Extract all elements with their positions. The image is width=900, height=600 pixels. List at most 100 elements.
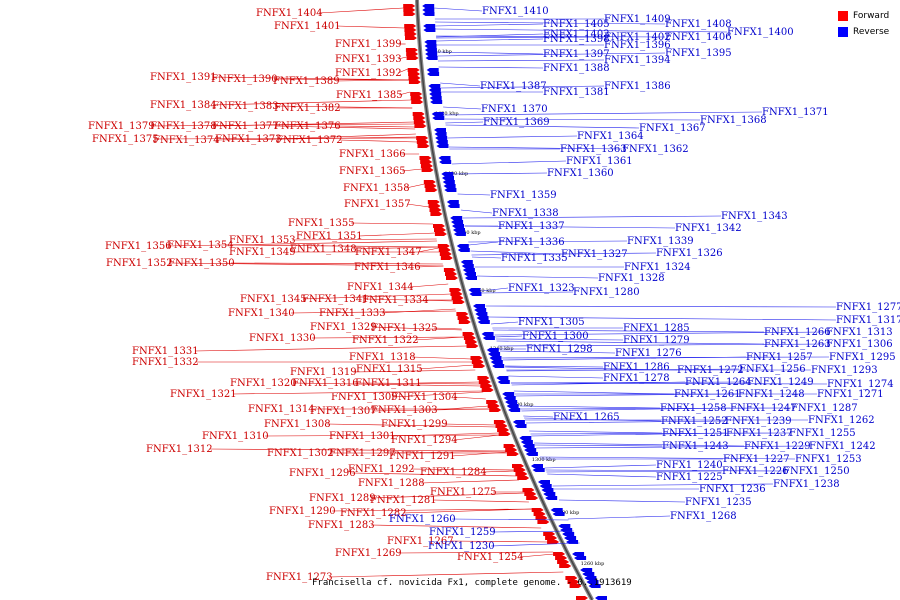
forward-label-connector [411,356,472,360]
forward-gene-arrow [440,256,453,260]
reverse-label-connector [536,445,810,449]
forward-gene-arrow [526,496,539,500]
forward-label-connector [352,246,439,250]
forward-gene-arrow [430,212,443,216]
forward-gene-arrow [537,520,550,524]
forward-gene-label: FNFX1_1282 [340,508,407,519]
reverse-label-connector [534,442,745,447]
reverse-label-connector [460,209,493,214]
legend-reverse: Reverse [838,24,889,40]
forward-label-connector [372,408,490,412]
reverse-gene-arrow [531,464,543,468]
reverse-gene-arrow [425,52,438,56]
reverse-gene-label: FNFX1_1381 [543,87,610,98]
forward-gene-label: FNFX1_1291 [389,451,456,462]
reverse-label-connector [471,252,657,256]
reverse-label-connector [457,193,491,196]
reverse-gene-label: FNFX1_1260 [389,514,456,525]
reverse-gene-label: FNFX1_1363 [560,144,627,155]
reverse-gene-label: FNFX1_1271 [817,389,884,400]
reverse-label-connector [444,111,763,116]
reverse-label-connector [490,542,580,547]
forward-gene-arrow [408,72,421,76]
reverse-label-connector [440,85,605,89]
reverse-gene-label: FNFX1_1327 [561,249,628,260]
reverse-label-connector [476,275,599,279]
reverse-gene-label: FNFX1_1287 [791,403,858,414]
forward-gene-arrow [487,404,500,408]
forward-label-connector [482,470,516,473]
reverse-gene-label: FNFX1_1398 [543,34,610,45]
reverse-gene-arrow [464,272,476,276]
reverse-gene-label: FNFX1_1359 [490,190,557,201]
forward-gene-label: FNFX1_1377 [212,121,279,132]
reverse-gene-label: FNFX1_1338 [492,208,559,219]
genome-backbone [416,0,593,600]
forward-gene-arrow [559,564,572,568]
reverse-gene-arrow [503,396,516,400]
forward-label-connector [335,79,409,82]
forward-label-connector [350,222,434,225]
reverse-gene-label: FNFX1_1368 [700,115,767,126]
forward-label-connector [358,232,436,237]
reverse-label-connector [481,291,574,294]
reverse-gene-label: FNFX1_1225 [656,472,723,483]
reverse-gene-arrow [434,132,447,136]
forward-gene-arrow [420,160,433,164]
reverse-gene-arrow [442,180,455,184]
reverse-gene-arrow [588,584,601,588]
forward-gene-label: FNFX1_1307 [310,406,377,417]
reverse-label-connector [510,382,828,385]
forward-gene-label: FNFX1_1374 [153,135,220,146]
reverse-label-connector [490,321,519,325]
reverse-gene-arrow [436,144,449,148]
reverse-gene-label: FNFX1_1268 [670,511,737,522]
reverse-label-connector [451,518,569,521]
reverse-label-connector [545,469,784,472]
reverse-label-connector [453,172,548,175]
forward-gene-arrow [452,300,465,304]
reverse-gene-label: FNFX1_1262 [808,415,875,426]
scale-tick-label: 1420 kbp [435,111,459,117]
reverse-gene-arrow [502,392,515,396]
reverse-label-connector [445,121,484,124]
forward-gene-label: FNFX1_1283 [308,520,375,531]
reverse-gene-arrow [512,420,525,424]
forward-gene-label: FNFX1_1366 [339,149,406,160]
reverse-gene-arrow [428,88,441,92]
forward-gene-arrow [493,420,506,424]
reverse-gene-label: FNFX1_1343 [721,211,788,222]
forward-gene-arrow [512,464,524,468]
forward-gene-arrow [414,124,427,128]
reverse-label-connector [567,515,671,520]
forward-gene-arrow [408,76,421,80]
forward-gene-arrow [456,312,469,316]
reverse-gene-arrow [574,556,587,560]
reverse-gene-arrow [452,224,464,228]
reverse-gene-arrow [434,128,446,132]
reverse-gene-label: FNFX1_1370 [481,104,548,115]
forward-gene-label: FNFX1_1375 [92,134,159,145]
reverse-gene-label: FNFX1_1362 [622,144,689,155]
reverse-gene-arrow [490,360,503,364]
reverse-gene-arrow [461,264,474,268]
forward-gene-arrow [486,400,499,404]
reverse-gene-label: FNFX1_1335 [501,253,568,264]
forward-gene-arrow [412,112,425,116]
reverse-label-connector [515,393,739,397]
reverse-gene-arrow [438,156,451,160]
forward-gene-label: FNFX1_1309 [331,392,398,403]
reverse-gene-label: FNFX1_1406 [665,32,732,43]
reverse-gene-label: FNFX1_1371 [762,107,829,118]
forward-gene-arrow [419,156,432,160]
reverse-label-connector [485,305,837,308]
reverse-gene-label: FNFX1_1403 [543,29,610,40]
forward-label-connector [453,434,500,441]
forward-label-connector [311,336,465,339]
reverse-label-connector [529,430,663,434]
forward-gene-arrow [417,144,430,148]
reverse-gene-arrow [432,116,445,120]
reverse-gene-arrow [595,596,607,600]
reverse-gene-label: FNFX1_1387 [480,81,547,92]
forward-label-connector [443,423,496,426]
